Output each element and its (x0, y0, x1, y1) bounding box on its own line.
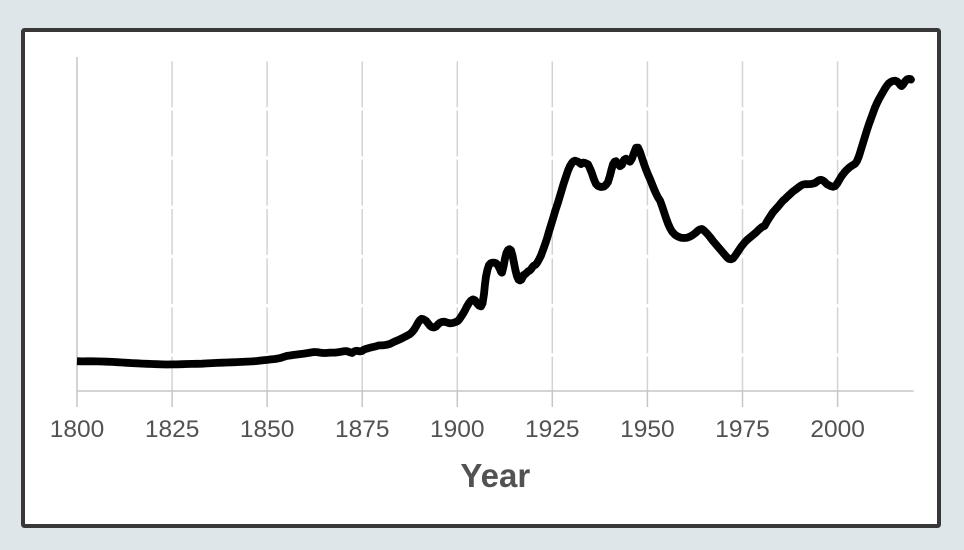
svg-text:1800: 1800 (50, 416, 105, 443)
svg-text:1850: 1850 (240, 416, 295, 443)
svg-text:Year: Year (460, 457, 530, 494)
svg-text:1925: 1925 (525, 416, 580, 443)
svg-text:1975: 1975 (715, 416, 770, 443)
svg-text:1900: 1900 (430, 416, 485, 443)
svg-text:1950: 1950 (620, 416, 675, 443)
svg-text:1825: 1825 (145, 416, 200, 443)
svg-text:2000: 2000 (810, 416, 865, 443)
svg-text:1875: 1875 (335, 416, 390, 443)
